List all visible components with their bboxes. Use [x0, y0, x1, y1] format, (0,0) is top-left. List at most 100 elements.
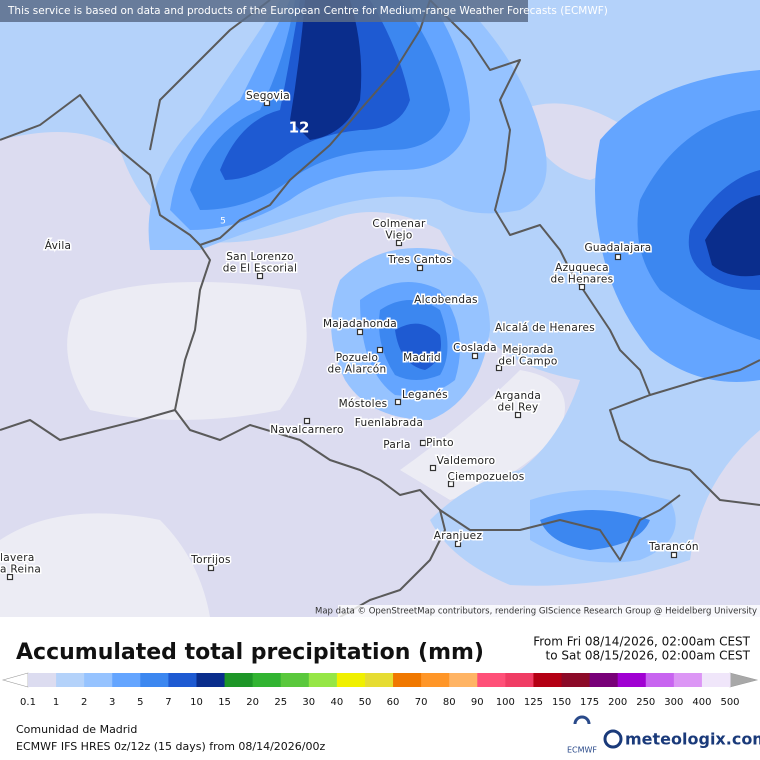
legend-tick-label: 10 [190, 697, 203, 708]
place-label: Móstoles [339, 398, 388, 410]
place-marker [263, 99, 271, 107]
legend-tick-label: 300 [664, 697, 683, 708]
info-panel: Accumulated total precipitation (mm) Fro… [1, 635, 760, 755]
place-label: del Campo [498, 356, 557, 368]
legend-tick-label: 15 [218, 697, 231, 708]
place-marker [419, 439, 427, 447]
place-marker [376, 346, 384, 354]
place-label: de El Escorial [223, 263, 297, 275]
place-label: Pinto [426, 437, 454, 449]
legend-arrow-high [729, 672, 759, 688]
place-label: de Alarcón [328, 364, 387, 376]
place-marker [514, 411, 522, 419]
place-marker [471, 352, 479, 360]
place-label: Majadahonda [323, 318, 397, 330]
place-label: Valdemoro [437, 455, 496, 467]
place-label: Fuenlabrada [355, 417, 423, 429]
place-label: Ávila [45, 239, 72, 252]
place-marker [670, 551, 678, 559]
legend-swatch [140, 673, 169, 687]
map: This service is based on data and produc… [0, 0, 760, 617]
legend-tick-label: 3 [109, 697, 115, 708]
legend-tick-label: 200 [608, 697, 627, 708]
legend-tick-label: 250 [636, 697, 655, 708]
legend-tick-label: 60 [387, 697, 400, 708]
legend-tick-label: 125 [524, 697, 543, 708]
region: Comunidad de Madrid [16, 723, 137, 736]
place-label: Alcalá de Henares [495, 322, 595, 334]
legend-swatch [364, 673, 394, 687]
legend-swatch [252, 673, 282, 687]
legend-swatch [589, 673, 619, 687]
place-marker [303, 417, 311, 425]
legend-swatch [561, 673, 591, 687]
place-marker [614, 253, 622, 261]
legend-tick-label: 5 [137, 697, 143, 708]
place-label: lavera [0, 552, 35, 564]
place-label: Azuqueca [555, 262, 609, 274]
legend-swatch [336, 673, 366, 687]
place-marker [394, 398, 402, 406]
place-marker [6, 573, 14, 581]
place-marker [429, 464, 437, 472]
legend-swatch [196, 673, 226, 687]
place-label: Colmenar [372, 218, 426, 230]
legend-tick-label: 1 [53, 697, 59, 708]
legend: 0.1 1 2 3 5 7 10 15 20 25 30 40 50 60 70 80 90 100 125 150 1… [1, 672, 759, 708]
brand[interactable]: meteologix.com [625, 730, 760, 749]
place-label: Ciempozuelos [447, 471, 524, 483]
period-to: to Sat 08/15/2026, 02:00am CEST [546, 649, 751, 663]
legend-tick-label: 25 [274, 697, 287, 708]
legend-swatch [449, 673, 478, 687]
place-label: Coslada [453, 342, 497, 354]
chart-title: Accumulated total precipitation (mm) [16, 640, 484, 665]
contour-label: 12 [289, 119, 310, 137]
place-label: Segovia [246, 90, 290, 102]
legend-tick-label: 30 [302, 697, 315, 708]
place-label: San Lorenzo [226, 251, 294, 263]
legend-tick-label: 20 [246, 697, 259, 708]
legend-swatch [308, 673, 338, 687]
legend-swatch [84, 673, 113, 687]
place-marker [495, 364, 503, 372]
legend-tick-label: 500 [720, 697, 739, 708]
place-label: Guadalajara [584, 242, 651, 254]
legend-swatch [701, 673, 731, 687]
legend-tick-label: 100 [496, 697, 515, 708]
place-label: Torrijos [190, 554, 231, 566]
place-marker [207, 564, 215, 572]
place-label: Arganda [495, 390, 541, 402]
place-marker [256, 272, 264, 280]
legend-swatch [393, 673, 422, 687]
place-label: de Henares [551, 274, 614, 286]
legend-swatch [280, 673, 310, 687]
legend-tick-label: 50 [359, 697, 372, 708]
legend-tick-label: 90 [471, 697, 484, 708]
place-label: Pozuelo [336, 352, 378, 364]
place-marker [447, 480, 455, 488]
ecmwf-logo: ECMWF [567, 715, 597, 755]
legend-swatch [112, 673, 141, 687]
brand-icon [603, 729, 623, 749]
place-marker [578, 283, 586, 291]
place-label: Alcobendas [414, 294, 478, 306]
place-label: Parla [383, 439, 410, 451]
legend-swatch [645, 673, 675, 687]
legend-tick-label: 175 [580, 697, 599, 708]
ecmwf-label: ECMWF [567, 746, 597, 755]
model-info: ECMWF IFS HRES 0z/12z (15 days) from 08/… [16, 740, 326, 753]
legend-arrow-low [1, 672, 29, 688]
legend-tick-label: 40 [331, 697, 344, 708]
place-label: Mejorada [502, 344, 553, 356]
legend-tick-label: 150 [552, 697, 571, 708]
place-label: Leganés [402, 389, 448, 401]
contour-label: 5 [220, 217, 226, 227]
legend-tick-label: 400 [692, 697, 711, 708]
place-marker [454, 540, 462, 548]
legend-tick-label: 7 [165, 697, 171, 708]
place-label: a Reina [0, 564, 41, 576]
map-credit: Map data © OpenStreetMap contributors, r… [315, 607, 757, 617]
legend-tick-label: 2 [81, 697, 87, 708]
place-label: del Rey [498, 402, 539, 414]
